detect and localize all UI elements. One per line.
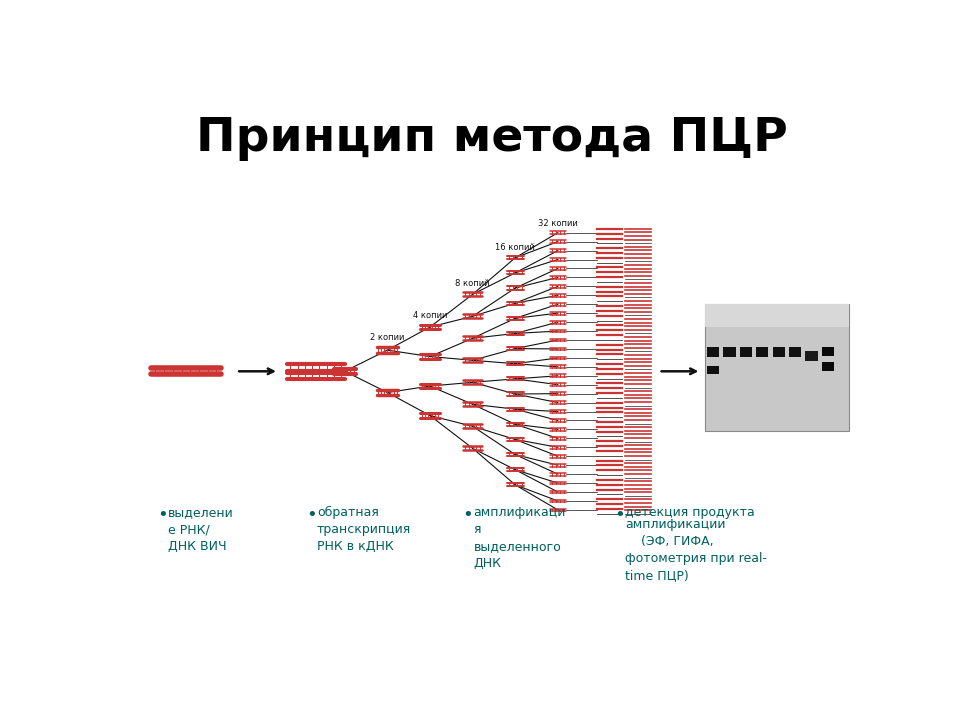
Text: 32 копии: 32 копии: [538, 219, 578, 228]
Text: обратная
транскрипция
РНК в кДНК: обратная транскрипция РНК в кДНК: [317, 506, 411, 553]
FancyBboxPatch shape: [707, 366, 719, 374]
Text: 8 копий: 8 копий: [455, 279, 490, 288]
Text: 2 копии: 2 копии: [371, 333, 404, 343]
FancyBboxPatch shape: [805, 351, 818, 361]
FancyBboxPatch shape: [739, 346, 752, 357]
Text: •: •: [463, 506, 473, 524]
FancyBboxPatch shape: [756, 346, 769, 357]
FancyBboxPatch shape: [706, 305, 849, 431]
FancyBboxPatch shape: [707, 346, 719, 357]
Text: амплификации
    (ЭФ, ГИФА,
фотометрия при real-
time ПЦР): амплификации (ЭФ, ГИФА, фотометрия при r…: [625, 518, 767, 582]
Text: 16 копий: 16 копий: [495, 243, 535, 252]
FancyBboxPatch shape: [723, 346, 735, 357]
Text: амплификаци
я
выделенного
ДНК: амплификаци я выделенного ДНК: [473, 506, 565, 570]
Text: 4 копии: 4 копии: [413, 311, 447, 320]
Text: •: •: [306, 506, 317, 524]
FancyBboxPatch shape: [773, 346, 785, 357]
Text: •: •: [157, 506, 168, 524]
FancyBboxPatch shape: [706, 305, 849, 328]
FancyBboxPatch shape: [822, 362, 834, 372]
Text: выделени
е РНК/
ДНК ВИЧ: выделени е РНК/ ДНК ВИЧ: [168, 506, 234, 553]
FancyBboxPatch shape: [789, 346, 802, 357]
FancyBboxPatch shape: [822, 346, 834, 356]
Text: •: •: [614, 506, 625, 524]
Text: детекция продукта: детекция продукта: [625, 506, 756, 519]
Text: Принцип метода ПЦР: Принцип метода ПЦР: [196, 116, 788, 161]
